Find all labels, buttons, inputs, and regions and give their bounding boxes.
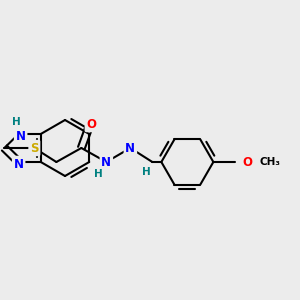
Text: H: H <box>12 117 21 127</box>
Text: S: S <box>30 142 39 154</box>
Text: H: H <box>142 167 151 177</box>
Text: N: N <box>101 155 111 169</box>
Text: N: N <box>125 142 135 154</box>
Text: N: N <box>16 130 26 142</box>
Text: O: O <box>242 155 252 169</box>
Text: CH₃: CH₃ <box>260 157 280 167</box>
Text: N: N <box>14 158 24 170</box>
Text: O: O <box>86 118 96 130</box>
Text: H: H <box>94 169 103 179</box>
